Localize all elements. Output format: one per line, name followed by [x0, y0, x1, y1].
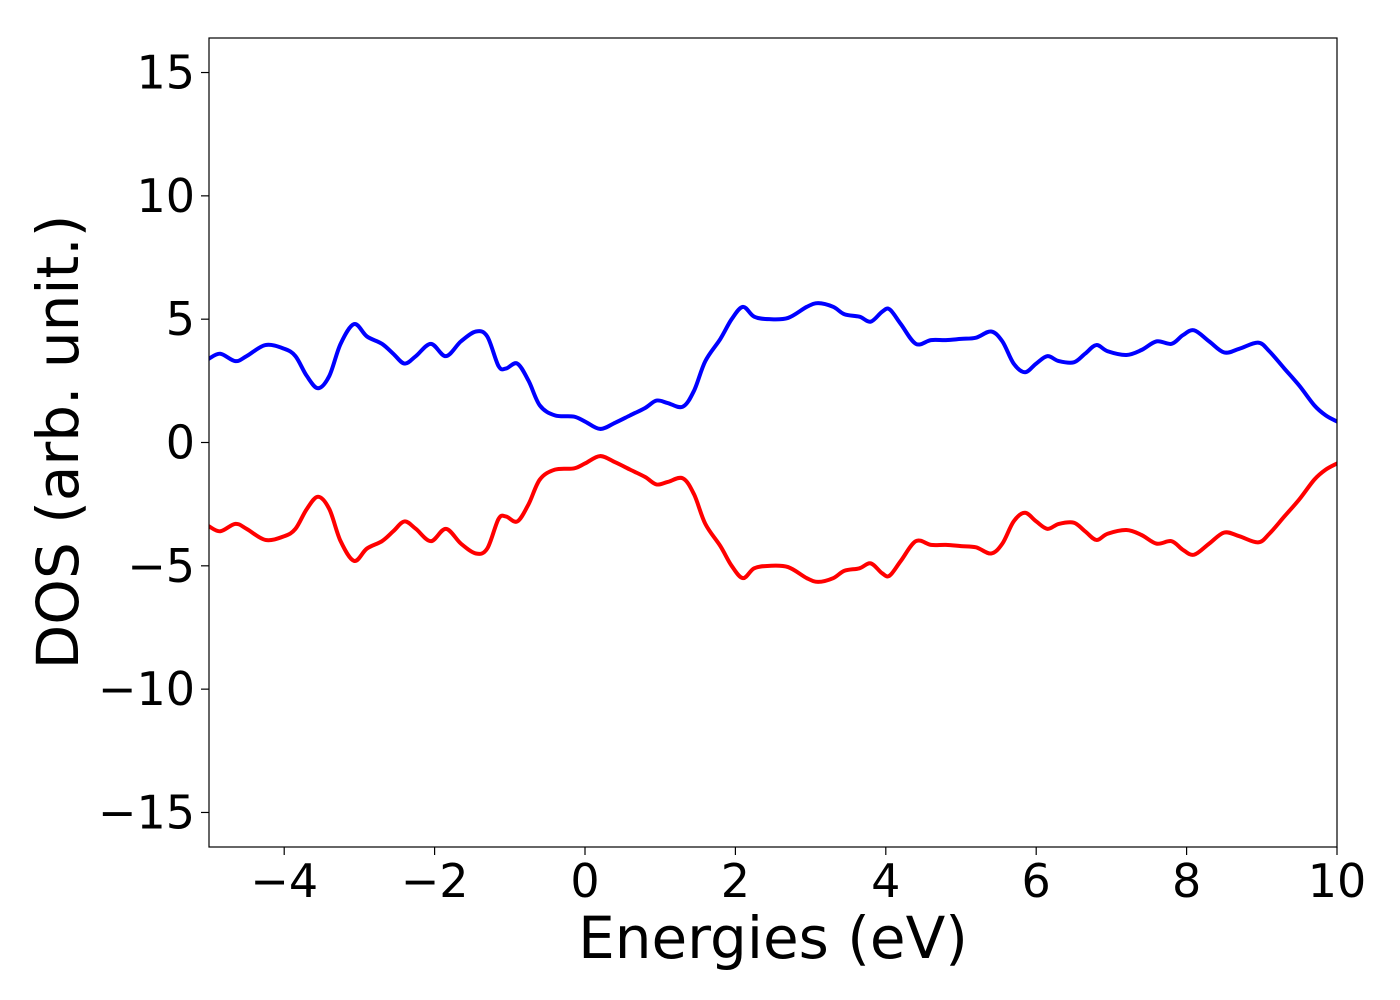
y-tick-label: −15 [98, 785, 195, 839]
y-tick-label: −10 [98, 662, 195, 716]
x-tick-label: 2 [721, 854, 750, 908]
y-axis: 15 10 5 0 −5 −10 −15 [98, 46, 209, 839]
y-axis-title: DOS (arb. unit.) [24, 215, 92, 670]
y-tick-label: 0 [166, 416, 195, 470]
series-layer [209, 301, 1337, 584]
y-tick-label: 15 [136, 46, 195, 100]
x-axis: −4 −2 0 2 4 6 8 10 [250, 847, 1366, 908]
series-line-red [209, 454, 1337, 584]
x-tick-label: 10 [1308, 854, 1367, 908]
x-axis-title: Energies (eV) [578, 904, 968, 972]
x-tick-label: 0 [570, 854, 599, 908]
x-tick-label: −2 [401, 854, 469, 908]
x-tick-label: 6 [1022, 854, 1051, 908]
x-tick-label: 8 [1172, 854, 1201, 908]
plot-frame [208, 37, 1338, 848]
series-line-blue [209, 301, 1337, 431]
y-tick-label: 5 [166, 292, 195, 346]
y-tick-label: −5 [127, 539, 195, 593]
x-tick-label: 4 [871, 854, 900, 908]
y-tick-label: 10 [136, 169, 195, 223]
x-tick-label: −4 [250, 854, 318, 908]
